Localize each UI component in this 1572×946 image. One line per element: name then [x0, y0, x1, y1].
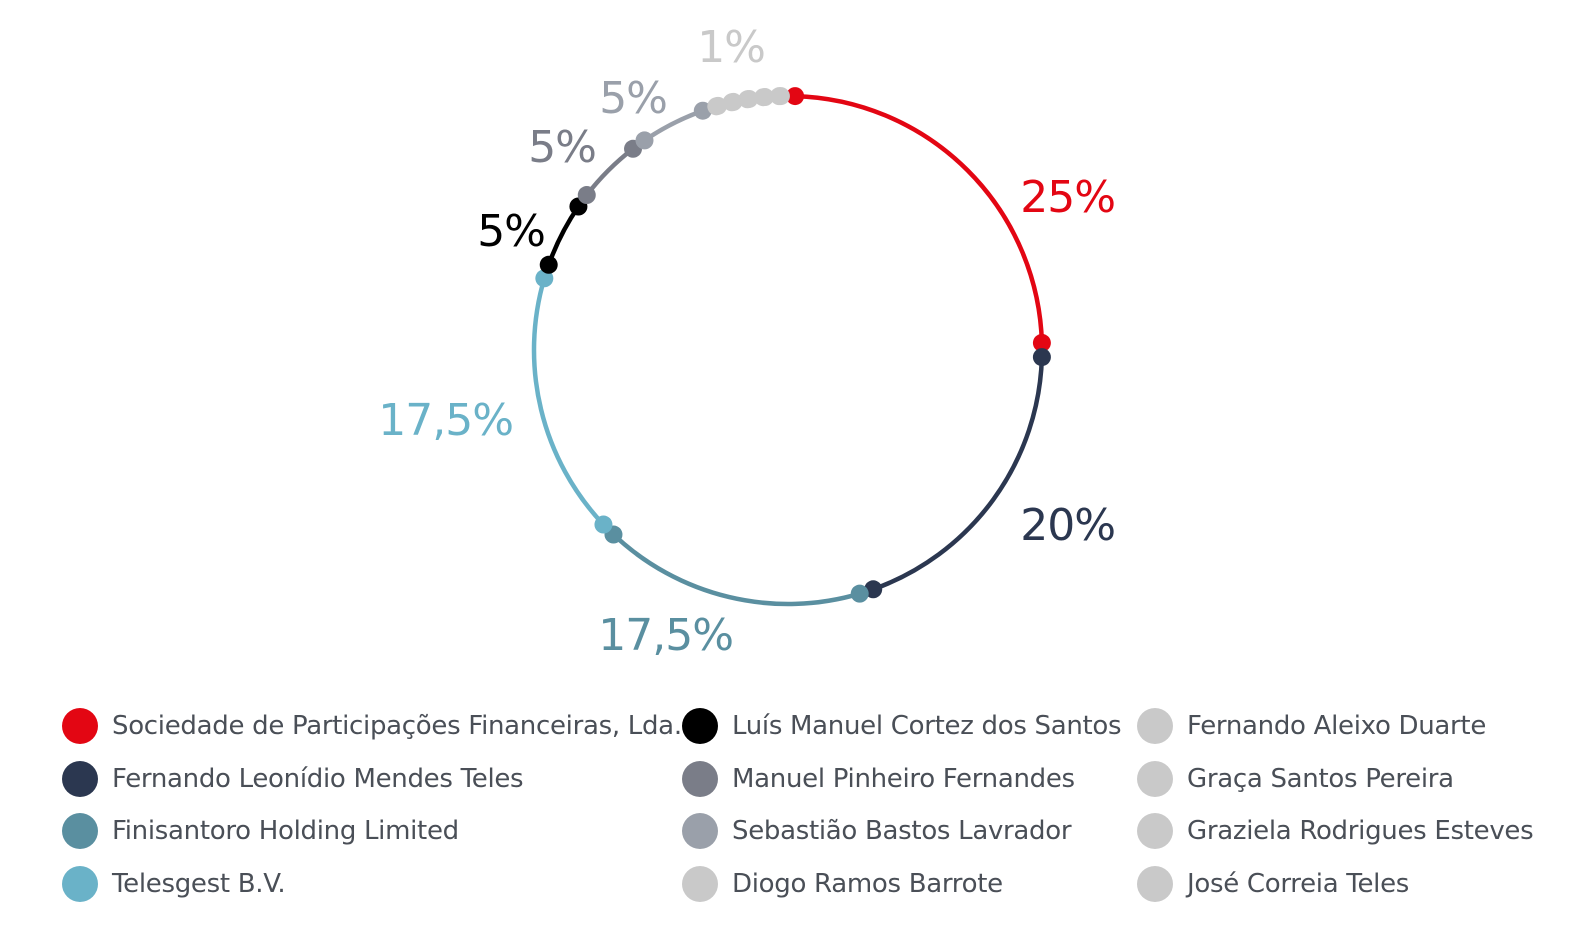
legend-item-sebastiao-bastos-lavrador: Sebastião Bastos Lavrador — [682, 805, 1121, 858]
legend-item-sociedade-de-participacoes-financeiras-lda: Sociedade de Participações Financeiras, … — [62, 700, 682, 753]
legend-label: Graziela Rodrigues Esteves — [1187, 816, 1534, 847]
legend-label: Finisantoro Holding Limited — [112, 816, 459, 847]
ring-marker-diogo-ramos-barrote-end — [708, 96, 727, 115]
legend: Sociedade de Participações Financeiras, … — [0, 700, 1572, 930]
legend-swatch-icon — [62, 865, 98, 902]
percentage-labels: 25%20%17,5%17,5%5%5%5%1% — [378, 22, 1116, 661]
ring-marker-sociedade-de-participacoes-financeiras-lda-end — [1032, 333, 1051, 352]
ring-segment-fernando-leonidio-mendes-teles — [870, 354, 1045, 592]
legend-label: Manuel Pinheiro Fernandes — [732, 763, 1075, 794]
legend-label: Sociedade de Participações Financeiras, … — [112, 711, 682, 742]
legend-item-graca-santos-pereira: Graça Santos Pereira — [1137, 753, 1533, 806]
legend-item-finisantoro-holding-limited: Finisantoro Holding Limited — [62, 805, 682, 858]
pct-label-telesgest-b-v: 17,5% — [378, 395, 513, 446]
legend-item-fernando-leonidio-mendes-teles: Fernando Leonídio Mendes Teles — [62, 753, 682, 806]
legend-item-luis-manuel-cortez-dos-santos: Luís Manuel Cortez dos Santos — [682, 700, 1122, 753]
ring-marker-graziela-rodrigues-esteves-end — [755, 88, 774, 107]
legend-swatch-icon — [62, 760, 98, 797]
legend-swatch-icon — [682, 865, 718, 902]
ring-marker-jose-correia-teles-end — [771, 87, 790, 106]
legend-label: José Correia Teles — [1187, 868, 1410, 899]
ring-segment-finisantoro-holding-limited — [611, 532, 862, 607]
ring-segment-telesgest-b-v — [531, 276, 606, 527]
ring-marker-fernando-leonidio-mendes-teles-start — [1032, 348, 1051, 367]
legend-label: Luís Manuel Cortez dos Santos — [732, 711, 1122, 742]
ring-marker-luis-manuel-cortez-dos-santos-start — [539, 255, 558, 274]
pct-label-sebastiao-bastos-lavrador: 5% — [599, 73, 667, 124]
legend-label: Diogo Ramos Barrote — [732, 868, 1003, 899]
pct-label-fernando-leonidio-mendes-teles: 20% — [1020, 500, 1115, 551]
ring-marker-telesgest-b-v-start — [594, 515, 613, 534]
ring-segment-luis-manuel-cortez-dos-santos — [546, 204, 581, 268]
legend-swatch-icon — [682, 708, 718, 745]
pct-label-diogo-ramos-barrote: 1% — [697, 22, 765, 73]
pct-label-luis-manuel-cortez-dos-santos: 5% — [477, 206, 545, 257]
legend-label: Telesgest B.V. — [112, 868, 286, 899]
legend-label: Fernando Aleixo Duarte — [1187, 711, 1487, 742]
ring-marker-finisantoro-holding-limited-start — [850, 584, 869, 603]
ring-marker-graca-santos-pereira-end — [740, 89, 759, 108]
legend-swatch-icon — [1137, 813, 1173, 850]
legend-item-jose-correia-teles: José Correia Teles — [1137, 858, 1533, 911]
legend-swatch-icon — [682, 760, 718, 797]
legend-label: Graça Santos Pereira — [1187, 763, 1454, 794]
legend-swatch-icon — [62, 708, 98, 745]
legend-swatch-icon — [62, 813, 98, 850]
ring-markers — [535, 87, 1051, 603]
pct-label-sociedade-de-participacoes-financeiras-lda: 25% — [1020, 172, 1115, 223]
ring-marker-manuel-pinheiro-fernandes-start — [577, 186, 596, 205]
legend-label: Fernando Leonídio Mendes Teles — [112, 763, 524, 794]
legend-label: Sebastião Bastos Lavrador — [732, 816, 1072, 847]
legend-item-diogo-ramos-barrote: Diogo Ramos Barrote — [682, 858, 1121, 911]
legend-column-2: Luís Manuel Cortez dos Santos Manuel Pinh… — [682, 700, 1122, 911]
legend-item-graziela-rodrigues-esteves: Graziela Rodrigues Esteves — [1137, 805, 1534, 858]
ring-marker-sebastiao-bastos-lavrador-start — [635, 131, 654, 150]
legend-swatch-icon — [1137, 865, 1173, 902]
ring-marker-sociedade-de-participacoes-financeiras-lda-start — [786, 87, 805, 106]
legend-swatch-icon — [1137, 760, 1173, 797]
pct-label-finisantoro-holding-limited: 17,5% — [598, 610, 733, 661]
legend-column-1: Sociedade de Participações Financeiras, … — [62, 700, 682, 910]
legend-item-manuel-pinheiro-fernandes: Manuel Pinheiro Fernandes — [682, 753, 1121, 806]
legend-item-fernando-aleixo-duarte: Fernando Aleixo Duarte — [1137, 700, 1533, 753]
legend-column-3: Fernando Aleixo Duarte Graça Santos Perei… — [1137, 700, 1534, 911]
legend-swatch-icon — [682, 813, 718, 850]
ring-marker-fernando-aleixo-duarte-end — [724, 92, 743, 111]
ring-segment-sociedade-de-participacoes-financeiras-lda — [792, 93, 1045, 346]
legend-item-telesgest-b-v: Telesgest B.V. — [62, 858, 682, 911]
legend-swatch-icon — [1137, 708, 1173, 745]
pct-label-manuel-pinheiro-fernandes: 5% — [528, 122, 596, 173]
